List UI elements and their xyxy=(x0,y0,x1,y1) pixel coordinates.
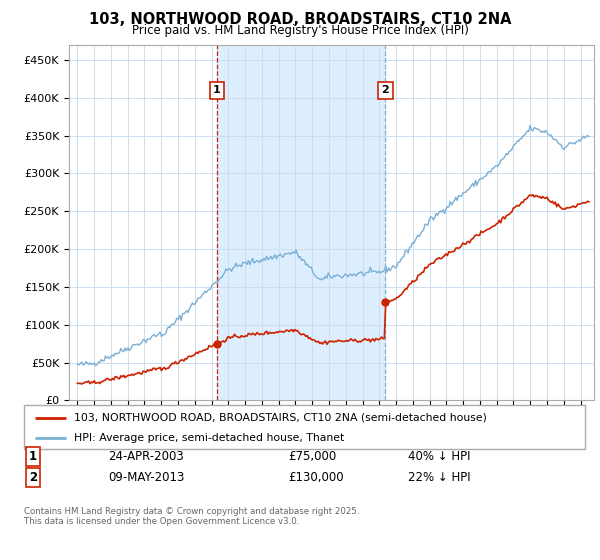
Text: HPI: Average price, semi-detached house, Thanet: HPI: Average price, semi-detached house,… xyxy=(74,433,345,443)
Text: 1: 1 xyxy=(29,450,37,463)
Text: 24-APR-2003: 24-APR-2003 xyxy=(108,450,184,463)
FancyBboxPatch shape xyxy=(24,405,585,449)
Text: 1: 1 xyxy=(213,85,221,95)
Text: 2: 2 xyxy=(29,470,37,484)
Text: 09-MAY-2013: 09-MAY-2013 xyxy=(108,470,184,484)
Text: Contains HM Land Registry data © Crown copyright and database right 2025.
This d: Contains HM Land Registry data © Crown c… xyxy=(24,507,359,526)
Text: £130,000: £130,000 xyxy=(288,470,344,484)
Text: 2: 2 xyxy=(382,85,389,95)
Text: 22% ↓ HPI: 22% ↓ HPI xyxy=(408,470,470,484)
Text: 103, NORTHWOOD ROAD, BROADSTAIRS, CT10 2NA: 103, NORTHWOOD ROAD, BROADSTAIRS, CT10 2… xyxy=(89,12,511,27)
Text: Price paid vs. HM Land Registry's House Price Index (HPI): Price paid vs. HM Land Registry's House … xyxy=(131,24,469,36)
Bar xyxy=(217,45,385,400)
Text: 40% ↓ HPI: 40% ↓ HPI xyxy=(408,450,470,463)
Text: £75,000: £75,000 xyxy=(288,450,336,463)
Text: 103, NORTHWOOD ROAD, BROADSTAIRS, CT10 2NA (semi-detached house): 103, NORTHWOOD ROAD, BROADSTAIRS, CT10 2… xyxy=(74,413,487,423)
